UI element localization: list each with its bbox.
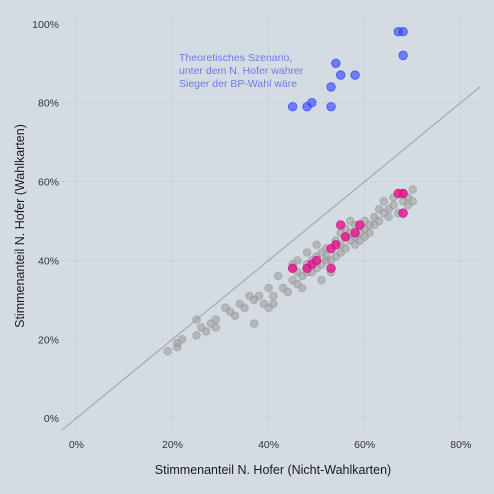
gray-data-point — [379, 197, 389, 206]
gray-data-point — [192, 331, 201, 340]
x-tick-label: 80% — [450, 439, 471, 451]
y-tick-label: 40% — [38, 255, 59, 267]
gray-data-point — [374, 216, 384, 226]
gray-data-point — [365, 228, 374, 238]
pink-data-point — [335, 220, 346, 230]
pink-data-point — [398, 188, 408, 199]
annotation-line: Theoretisches Szenario, — [179, 52, 292, 64]
y-tick-labels: 0% 20% 40% 60% 80% 100% — [32, 19, 59, 425]
pink-data-point — [398, 208, 408, 218]
x-axis-title: Stimmenanteil N. Hofer (Nicht-Wahlkarten… — [155, 463, 391, 477]
blue-data-point — [287, 101, 298, 112]
gray-data-point — [384, 212, 393, 222]
pink-points-series — [287, 188, 408, 274]
gray-data-point — [163, 346, 172, 356]
gray-data-point — [264, 283, 273, 293]
pink-data-point — [326, 263, 336, 274]
gray-data-point — [177, 335, 187, 344]
gray-data-point — [249, 319, 259, 328]
gray-data-point — [293, 256, 302, 265]
y-tick-label: 0% — [44, 413, 59, 425]
x-tick-label: 60% — [354, 439, 375, 451]
x-tick-labels: 0% 20% 40% 60% 80% — [69, 439, 471, 451]
gray-data-point — [269, 291, 278, 301]
pink-data-point — [355, 220, 365, 230]
x-tick-label: 40% — [258, 439, 279, 451]
gray-data-point — [283, 287, 293, 297]
y-tick-label: 80% — [38, 98, 59, 110]
gray-data-point — [408, 185, 417, 194]
pink-data-point — [311, 255, 322, 266]
pink-data-point — [331, 239, 341, 250]
blue-data-point — [398, 27, 408, 37]
x-tick-label: 20% — [162, 439, 183, 451]
gray-data-point — [269, 299, 278, 309]
gray-data-point — [389, 201, 398, 210]
scenario-annotation: Theoretisches Szenario, unter dem N. Hofe… — [179, 52, 304, 90]
gray-data-point — [312, 240, 321, 249]
pink-data-point — [340, 232, 351, 242]
blue-data-point — [350, 70, 360, 80]
gray-data-point — [230, 311, 240, 320]
annotation-line: unter dem N. Hofer wahrer — [179, 65, 304, 77]
blue-data-point — [398, 50, 408, 61]
blue-data-point — [326, 101, 336, 112]
pink-data-point — [287, 263, 298, 274]
blue-data-point — [307, 97, 317, 108]
gray-data-point — [201, 327, 211, 336]
blue-data-point — [335, 70, 346, 80]
y-tick-label: 100% — [32, 19, 59, 31]
annotation-line: Sieger der BP-Wahl wäre — [179, 78, 297, 90]
gray-data-point — [408, 197, 417, 206]
gray-data-point — [254, 291, 264, 301]
y-gridlines — [62, 23, 480, 419]
blue-data-point — [331, 58, 341, 68]
gray-data-point — [322, 256, 331, 265]
pink-data-point — [350, 228, 360, 238]
blue-data-point — [326, 82, 336, 92]
gray-data-point — [298, 283, 307, 293]
y-axis-title: Stimmenanteil N. Hofer (Wahlkarten) — [13, 124, 27, 328]
gray-data-point — [274, 272, 283, 281]
y-tick-label: 20% — [38, 334, 59, 346]
diagonal-reference-line — [61, 86, 481, 431]
y-tick-label: 60% — [38, 177, 59, 189]
gray-data-point — [211, 315, 220, 324]
blue-points-series — [287, 27, 408, 112]
gray-data-point — [341, 244, 350, 253]
gray-data-point — [192, 315, 201, 324]
gray-data-point — [240, 303, 249, 312]
x-tick-label: 0% — [69, 439, 84, 451]
gray-data-point — [317, 275, 326, 285]
gray-data-point — [302, 248, 312, 257]
gray-data-point — [211, 323, 220, 332]
